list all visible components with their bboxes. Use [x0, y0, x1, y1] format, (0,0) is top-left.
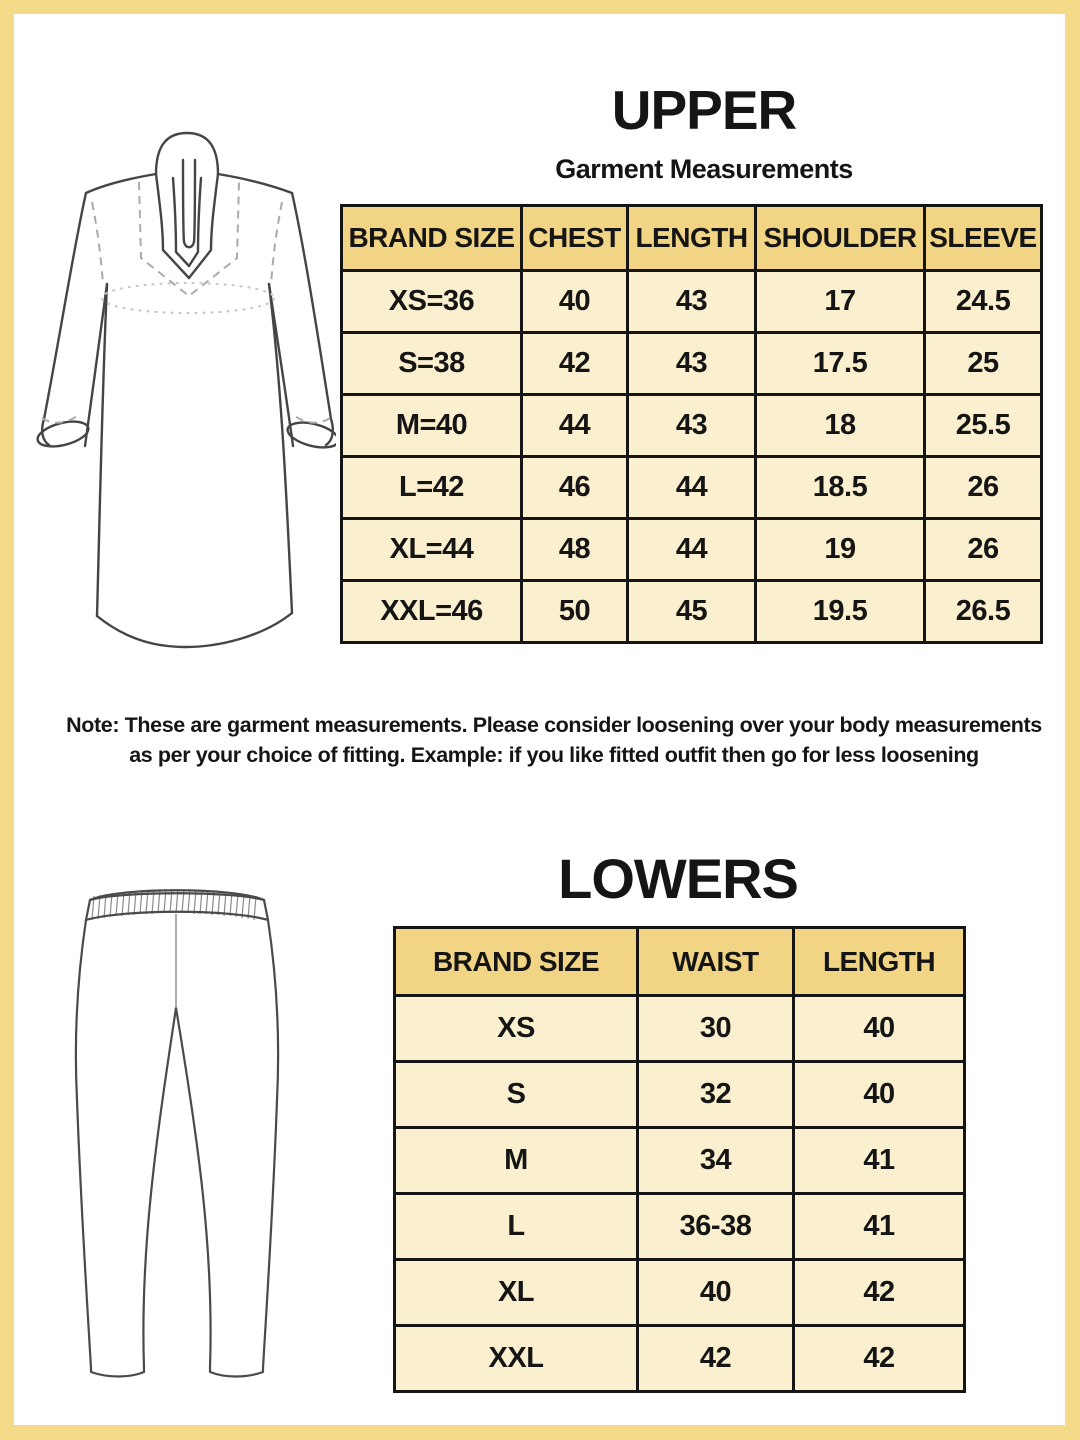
- table-row: M=40 44 43 18 25.5: [340, 393, 1043, 458]
- table-cell: 26: [923, 455, 1043, 520]
- table-cell: M=40: [340, 393, 523, 458]
- table-cell: S: [393, 1060, 639, 1129]
- table-cell: 19: [754, 517, 926, 582]
- page-background: UPPER Garment Measurements BRAND SIZE CH…: [14, 14, 1065, 1425]
- table-row: L 36-38 41: [393, 1192, 966, 1261]
- header-waist: WAIST: [636, 926, 795, 997]
- pants-illustration: [74, 888, 280, 1378]
- table-row: XL 40 42: [393, 1258, 966, 1327]
- header-chest: CHEST: [520, 204, 629, 272]
- header-brand-size: BRAND SIZE: [393, 926, 639, 997]
- table-cell: 42: [792, 1258, 966, 1327]
- note-line-1: Note: These are garment measurements. Pl…: [66, 713, 1042, 737]
- table-cell: 42: [636, 1324, 795, 1393]
- table-cell: 18.5: [754, 455, 926, 520]
- table-cell: 26.5: [923, 579, 1043, 644]
- table-cell: 40: [636, 1258, 795, 1327]
- table-cell: 25.5: [923, 393, 1043, 458]
- header-length: LENGTH: [792, 926, 966, 997]
- table-cell: XXL: [393, 1324, 639, 1393]
- measurement-note: Note: These are garment measurements. Pl…: [34, 710, 1074, 770]
- table-cell: 40: [792, 994, 966, 1063]
- table-cell: XXL=46: [340, 579, 523, 644]
- header-length: LENGTH: [626, 204, 757, 272]
- table-row: XS=36 40 43 17 24.5: [340, 269, 1043, 334]
- table-cell: 44: [520, 393, 629, 458]
- table-cell: 32: [636, 1060, 795, 1129]
- lowers-table-header-row: BRAND SIZE WAIST LENGTH: [393, 926, 966, 997]
- table-cell: 48: [520, 517, 629, 582]
- table-cell: 25: [923, 331, 1043, 396]
- table-cell: 36-38: [636, 1192, 795, 1261]
- table-row: XL=44 48 44 19 26: [340, 517, 1043, 582]
- table-row: XS 30 40: [393, 994, 966, 1063]
- table-cell: 44: [626, 455, 757, 520]
- upper-title: UPPER: [611, 79, 798, 141]
- note-line-2: as per your choice of fitting. Example: …: [129, 743, 979, 767]
- table-row: L=42 46 44 18.5 26: [340, 455, 1043, 520]
- table-cell: 19.5: [754, 579, 926, 644]
- table-cell: 40: [792, 1060, 966, 1129]
- table-cell: 43: [626, 331, 757, 396]
- lowers-size-table: BRAND SIZE WAIST LENGTH XS 30 40 S 32 40…: [393, 926, 966, 1393]
- table-cell: S=38: [340, 331, 523, 396]
- upper-size-table: BRAND SIZE CHEST LENGTH SHOULDER SLEEVE …: [340, 204, 1043, 644]
- header-shoulder: SHOULDER: [754, 204, 926, 272]
- table-row: XXL=46 50 45 19.5 26.5: [340, 579, 1043, 644]
- table-cell: 43: [626, 269, 757, 334]
- table-cell: XS: [393, 994, 639, 1063]
- table-cell: 41: [792, 1192, 966, 1261]
- table-cell: 17.5: [754, 331, 926, 396]
- table-cell: 17: [754, 269, 926, 334]
- table-cell: 40: [520, 269, 629, 334]
- table-row: S=38 42 43 17.5 25: [340, 331, 1043, 396]
- kurta-illustration: [36, 131, 336, 649]
- table-cell: 43: [626, 393, 757, 458]
- lowers-title: LOWERS: [558, 847, 799, 910]
- upper-subtitle: Garment Measurements: [555, 154, 853, 184]
- table-cell: L: [393, 1192, 639, 1261]
- table-cell: 50: [520, 579, 629, 644]
- header-sleeve: SLEEVE: [923, 204, 1043, 272]
- table-cell: M: [393, 1126, 639, 1195]
- table-cell: 46: [520, 455, 629, 520]
- table-cell: 18: [754, 393, 926, 458]
- table-cell: 42: [520, 331, 629, 396]
- table-cell: 24.5: [923, 269, 1043, 334]
- upper-table-header-row: BRAND SIZE CHEST LENGTH SHOULDER SLEEVE: [340, 204, 1043, 272]
- table-cell: 44: [626, 517, 757, 582]
- table-cell: 42: [792, 1324, 966, 1393]
- header-brand-size: BRAND SIZE: [340, 204, 523, 272]
- table-cell: 26: [923, 517, 1043, 582]
- table-cell: 41: [792, 1126, 966, 1195]
- table-cell: XL=44: [340, 517, 523, 582]
- table-cell: L=42: [340, 455, 523, 520]
- table-cell: 30: [636, 994, 795, 1063]
- table-cell: 45: [626, 579, 757, 644]
- table-cell: XL: [393, 1258, 639, 1327]
- table-row: XXL 42 42: [393, 1324, 966, 1393]
- table-cell: 34: [636, 1126, 795, 1195]
- table-row: S 32 40: [393, 1060, 966, 1129]
- table-row: M 34 41: [393, 1126, 966, 1195]
- table-cell: XS=36: [340, 269, 523, 334]
